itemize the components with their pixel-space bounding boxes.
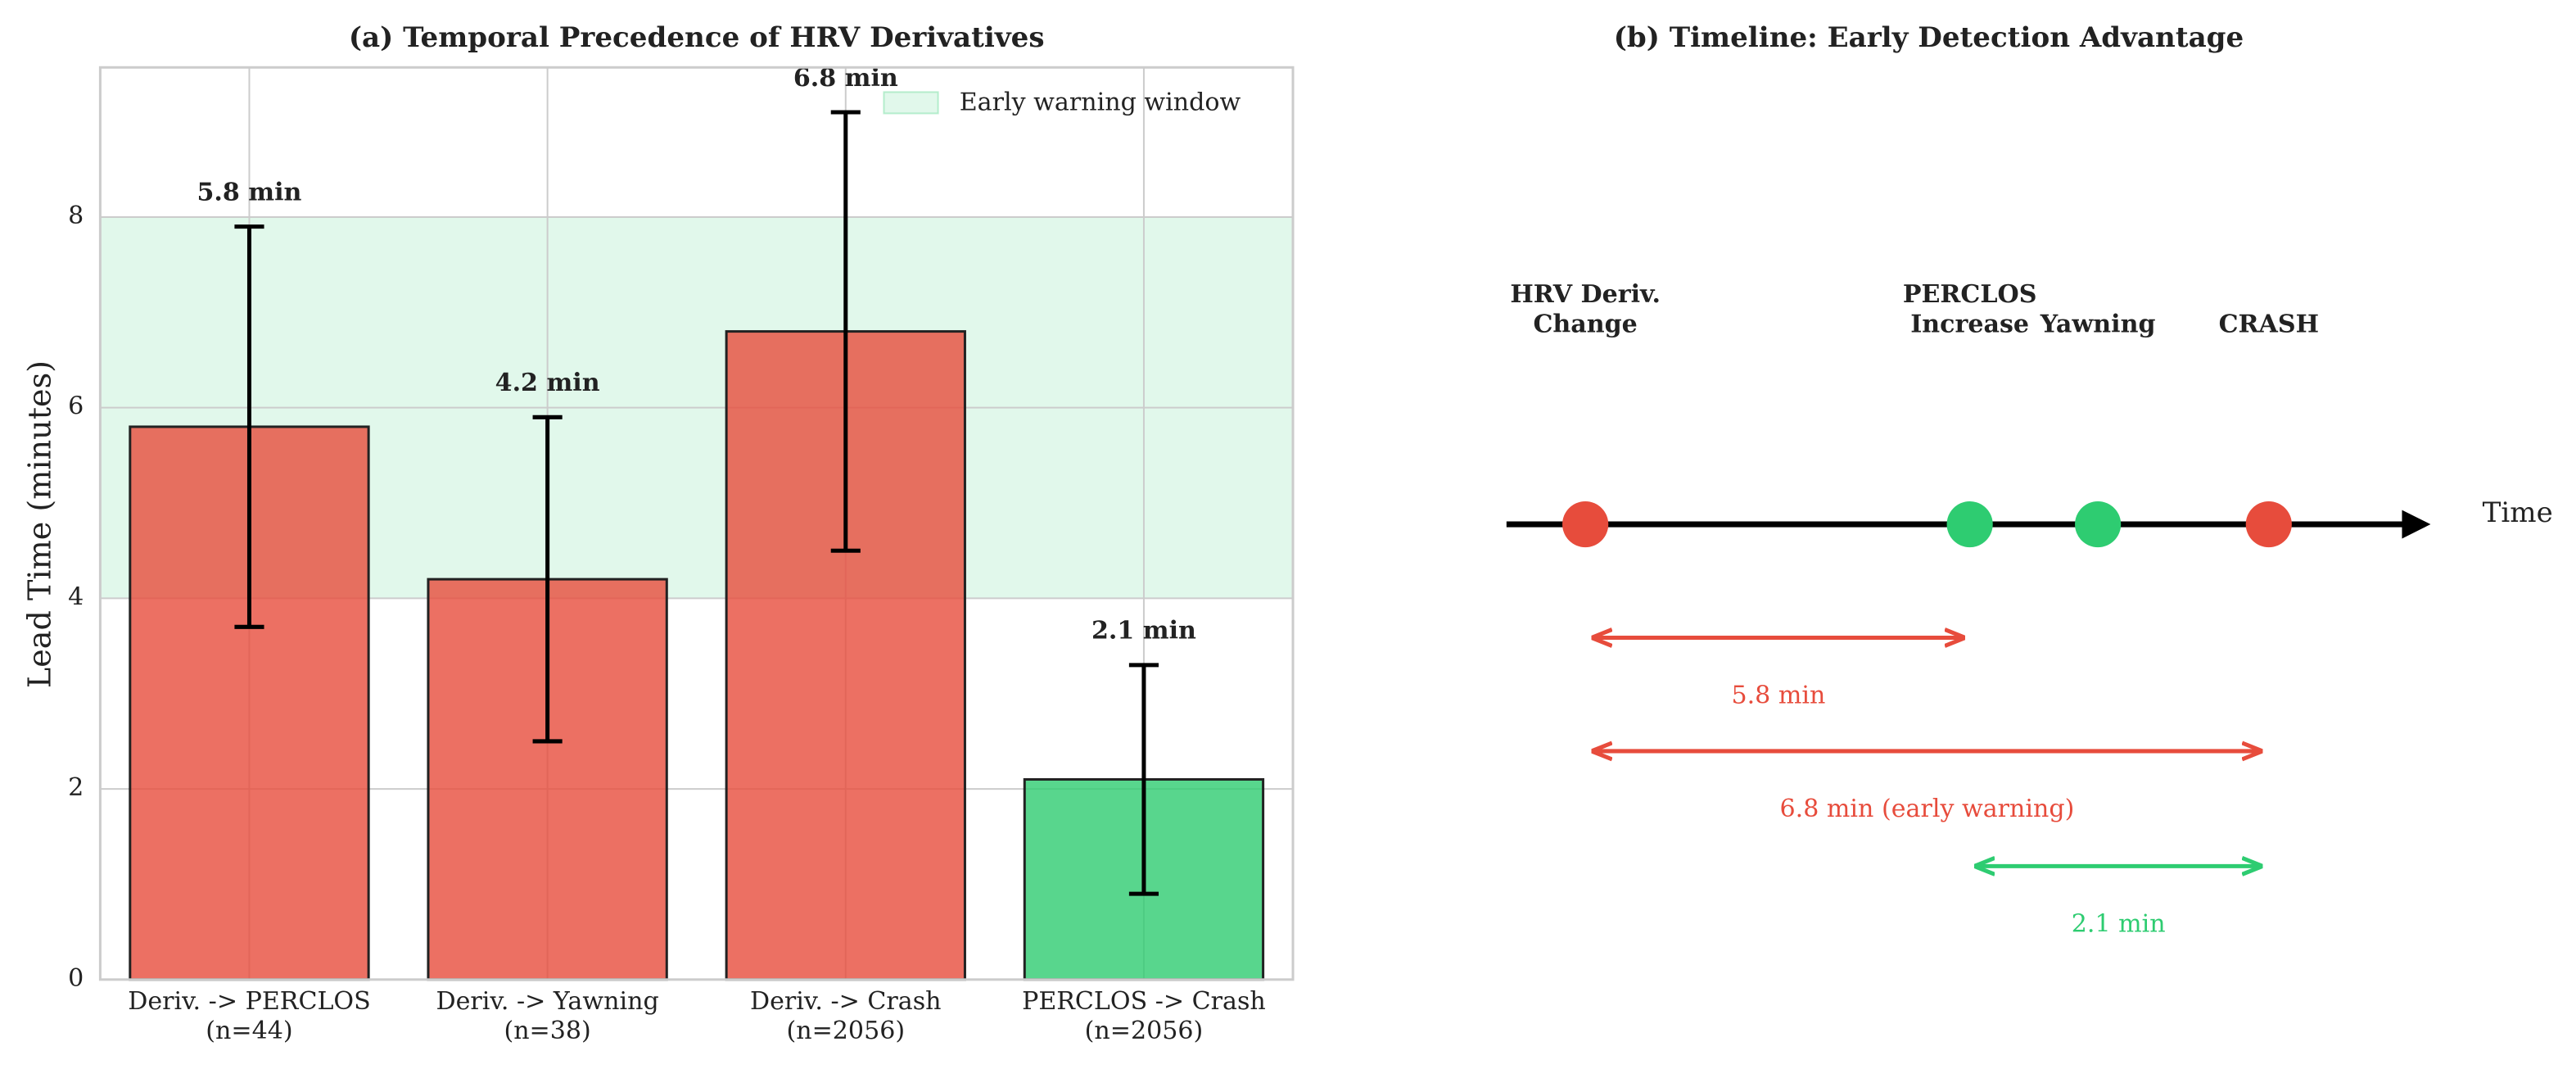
plot-frame (98, 66, 1295, 981)
event-label: Yawning (2040, 310, 2156, 338)
legend-label: Early warning window (960, 88, 1241, 116)
x-tick-label: Deriv. -> Crash (750, 987, 942, 1016)
x-tick-label: PERCLOS -> Crash (1022, 987, 1266, 1016)
event-label: PERCLOS (1903, 280, 2037, 309)
x-tick-label: (n=2056) (786, 1017, 905, 1045)
event-label: HRV Deriv. (1510, 280, 1661, 309)
y-axis-label: Lead Time (minutes) (22, 360, 58, 688)
x-tick-label: (n=44) (206, 1017, 292, 1045)
timeline-axis-label: Time (2483, 496, 2553, 529)
y-tick-label: 8 (68, 202, 84, 230)
event-label: Change (1533, 310, 1637, 338)
x-tick-label: Deriv. -> Yawning (436, 987, 659, 1016)
value-label: 5.8 min (197, 178, 302, 206)
value-label: 4.2 min (495, 369, 600, 397)
span-label: 5.8 min (1731, 682, 1825, 710)
legend-patch (883, 91, 939, 115)
y-tick-label: 4 (68, 582, 84, 611)
event-marker (2245, 501, 2292, 548)
x-tick-label: (n=38) (504, 1017, 590, 1045)
x-tick-label: Deriv. -> PERCLOS (128, 987, 370, 1016)
y-tick-label: 0 (68, 964, 84, 993)
event-marker (1562, 501, 1609, 548)
timeline-title: (b) Timeline: Early Detection Advantage (1614, 21, 2244, 54)
span-label: 2.1 min (2072, 910, 2166, 939)
event-marker (2075, 501, 2122, 548)
event-label: CRASH (2219, 310, 2319, 338)
chart-title: (a) Temporal Precedence of HRV Derivativ… (349, 21, 1045, 54)
x-tick-label: (n=2056) (1085, 1017, 1204, 1045)
y-tick-label: 6 (68, 392, 84, 421)
span-label: 6.8 min (early warning) (1780, 795, 2075, 823)
event-label: Increase (1910, 310, 2029, 338)
event-marker (1946, 501, 1993, 548)
y-tick-label: 2 (68, 773, 84, 802)
value-label: 2.1 min (1091, 617, 1196, 645)
